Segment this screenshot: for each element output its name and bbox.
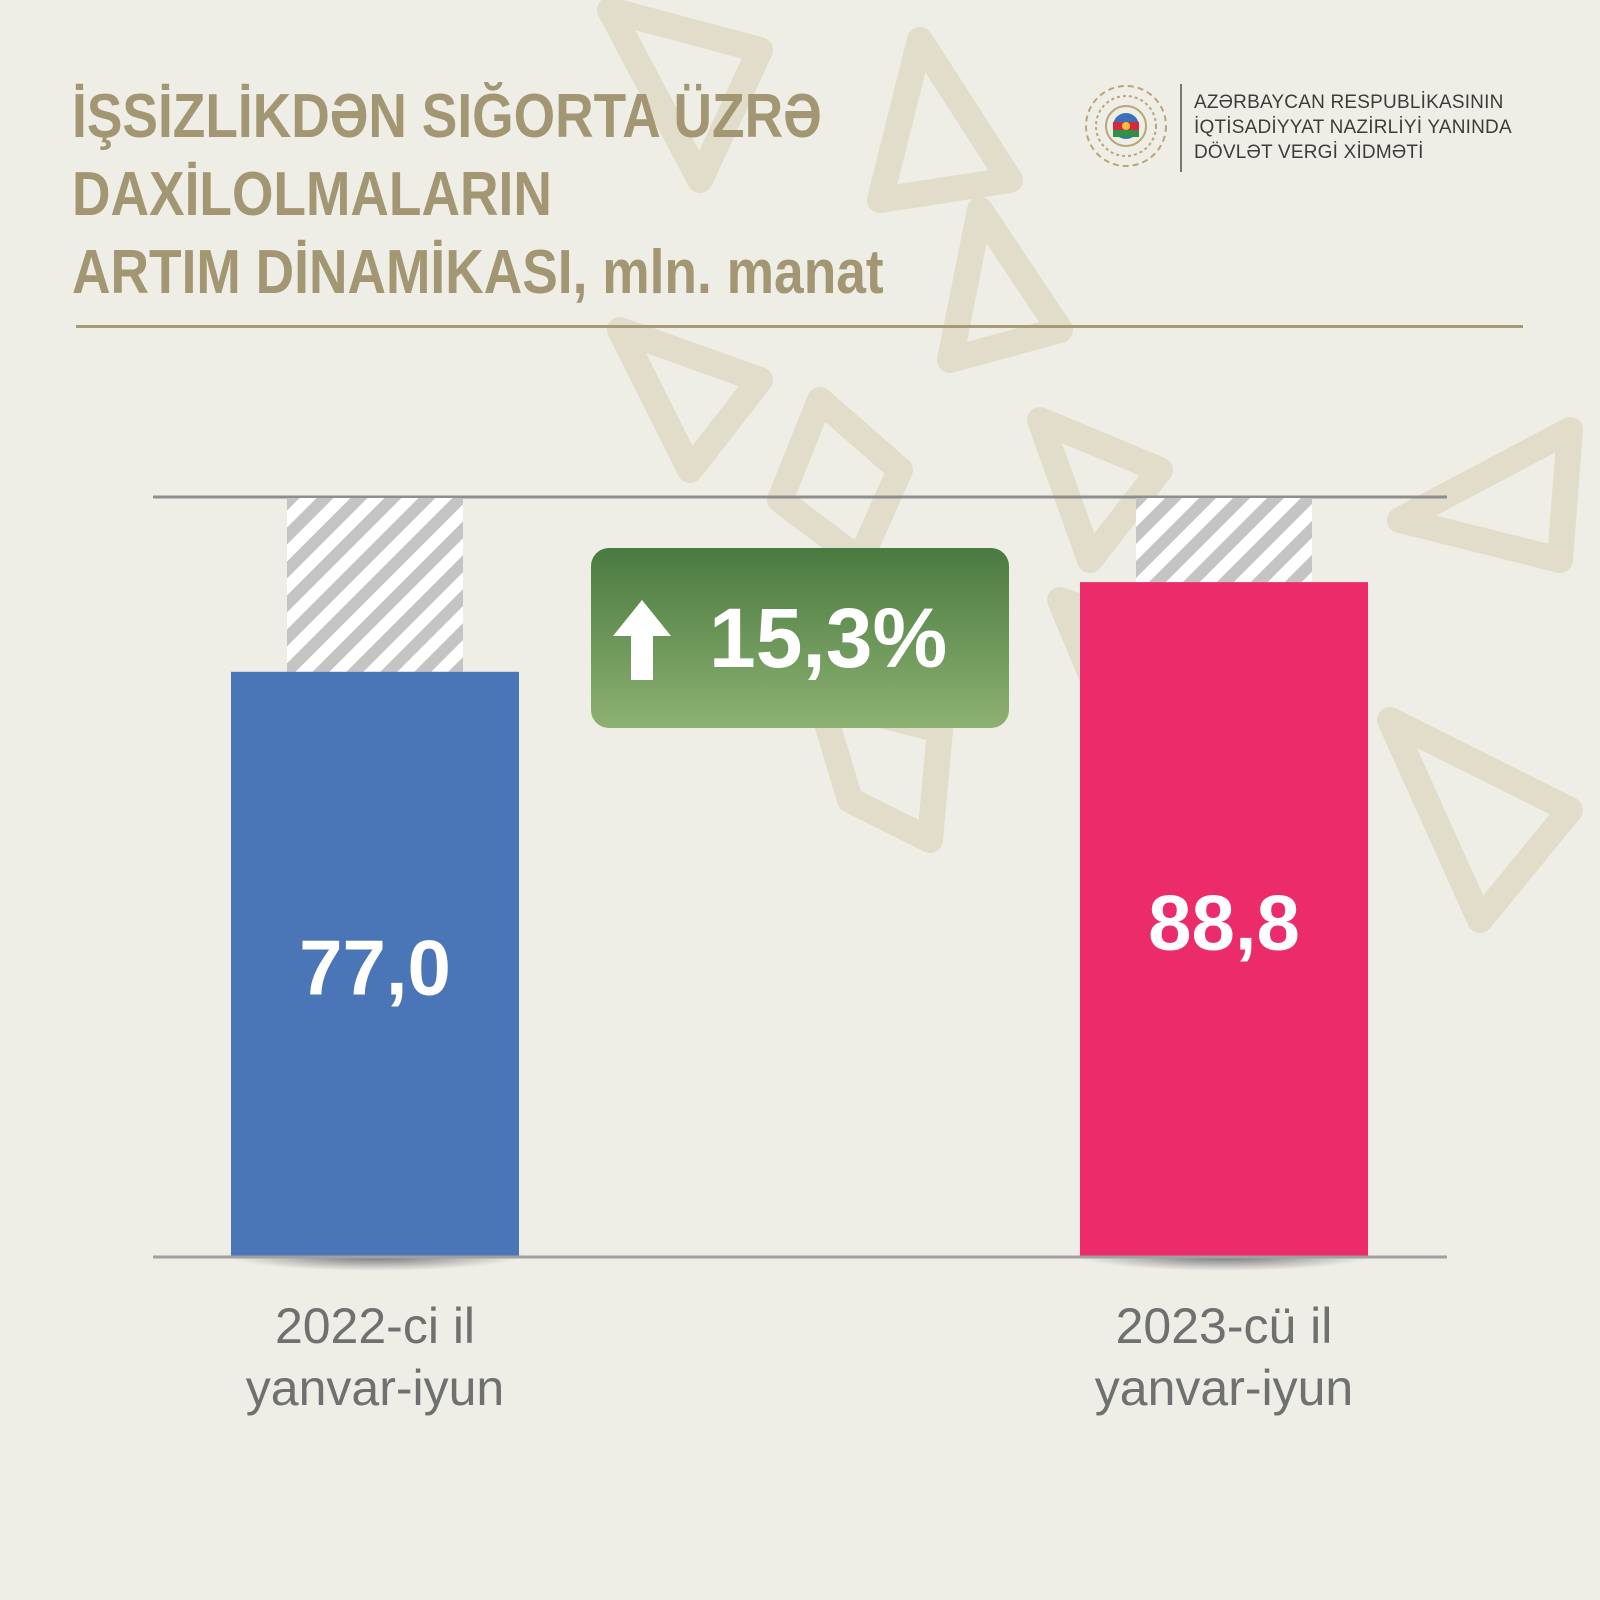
agency-name-line-3: DÖVLƏT VERGİ XİDMƏTİ	[1194, 142, 1424, 163]
agency-name-line-1: AZƏRBAYCAN RESPUBLİKASININ	[1194, 92, 1504, 113]
agency-name-line-2: İQTİSADİYYAT NAZİRLİYİ YANINDA	[1194, 117, 1512, 138]
bar-value-label-2: 88,8	[1148, 879, 1300, 967]
bar-remainder-hatch-2	[1136, 498, 1312, 583]
title-line-3: ARTIM DİNAMİKASI, mln. manat	[72, 238, 884, 307]
bar-value-label-1: 77,0	[299, 923, 451, 1011]
azerbaijan-emblem-icon	[1085, 85, 1167, 167]
category-label-1-line-2: yanvar-iyun	[246, 1360, 504, 1416]
category-label-2-line-1: 2023-cü il	[1116, 1298, 1333, 1354]
logo-divider	[1180, 84, 1182, 172]
title-line-2: DAXİLOLMALARIN	[72, 160, 552, 229]
bar-2	[1080, 582, 1368, 1257]
bar-1	[231, 671, 519, 1257]
title-divider	[76, 325, 1523, 328]
arrow-up-icon	[613, 600, 671, 680]
page-title: İŞSİZLİKDƏN SIĞORTA ÜZRƏ DAXİLOLMALARIN …	[72, 78, 884, 312]
bar-remainder-hatch-1	[287, 498, 463, 672]
category-label-2-line-2: yanvar-iyun	[1095, 1360, 1353, 1416]
agency-name: AZƏRBAYCAN RESPUBLİKASININ İQTİSADİYYAT …	[1194, 90, 1512, 165]
growth-badge: 15,3%	[591, 548, 1009, 728]
title-line-1: İŞSİZLİKDƏN SIĞORTA ÜZRƏ	[72, 82, 822, 151]
agency-logo: AZƏRBAYCAN RESPUBLİKASININ İQTİSADİYYAT …	[1080, 80, 1580, 180]
category-label-1-line-1: 2022-ci il	[275, 1298, 475, 1354]
growth-percent: 15,3%	[709, 591, 948, 685]
